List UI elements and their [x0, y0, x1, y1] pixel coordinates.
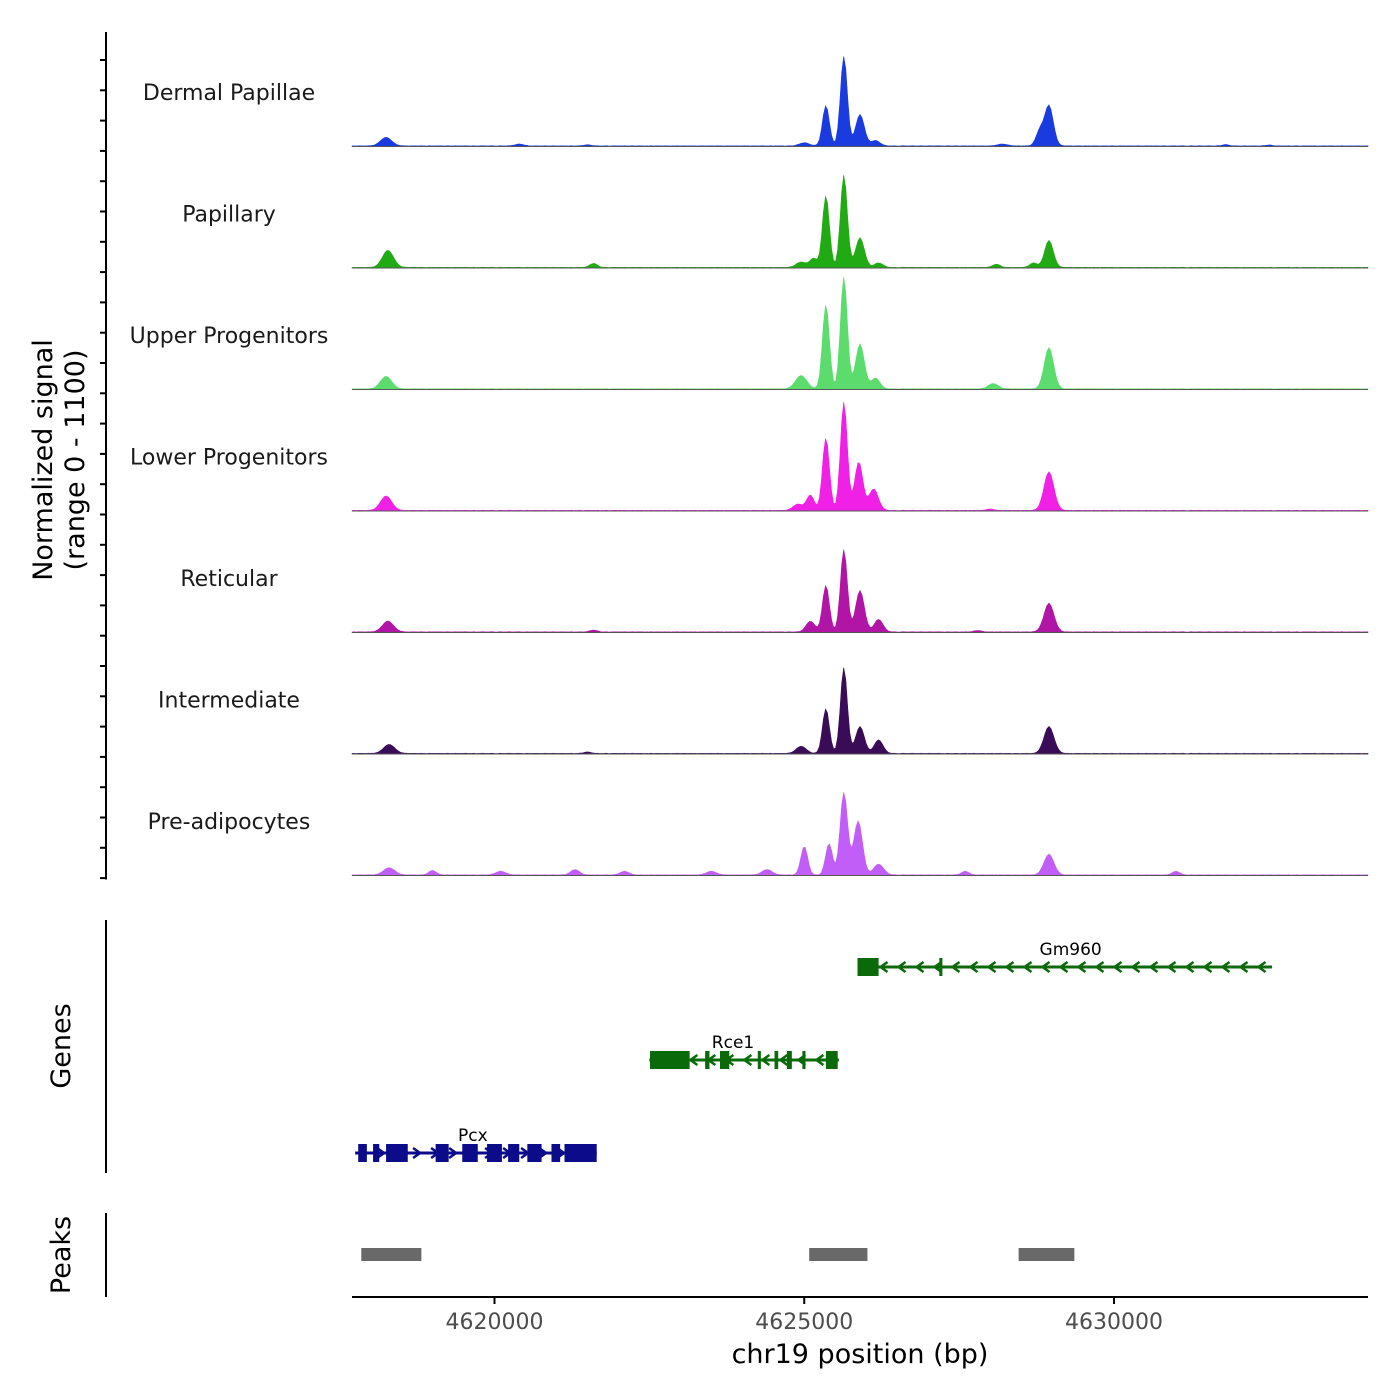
coverage-area	[351, 667, 1369, 755]
gene-exon	[825, 1051, 838, 1069]
strand-arrow-icon	[1184, 960, 1195, 974]
strand-arrow-icon	[1076, 960, 1087, 974]
peak-region	[809, 1248, 868, 1261]
track-label: Reticular	[180, 567, 278, 592]
x-tick-label: 4620000	[445, 1310, 543, 1335]
coverage-area	[351, 549, 1369, 633]
strand-arrow-icon	[1022, 960, 1033, 974]
genes-y-axis-label: Genes	[46, 1003, 77, 1088]
coverage-track: Lower Progenitors	[130, 402, 1369, 512]
strand-arrow-icon	[376, 1146, 387, 1160]
coverage-area	[351, 792, 1369, 876]
strand-arrow-icon	[1130, 960, 1141, 974]
coverage-tracks: Dermal Papillae Papillary Upper Progenitor…	[130, 56, 1369, 876]
coverage-area	[351, 402, 1369, 512]
x-axis-label: chr19 position (bp)	[732, 1339, 989, 1370]
strand-arrow-icon	[742, 1053, 753, 1067]
strand-arrow-icon	[1040, 960, 1051, 974]
gene-exon	[373, 1144, 380, 1162]
peaks-y-axis-label: Peaks	[46, 1216, 77, 1294]
gene-exon	[564, 1144, 597, 1162]
track-label: Dermal Papillae	[143, 81, 315, 106]
strand-arrow-icon	[412, 1146, 423, 1160]
strand-arrow-icon	[760, 1053, 771, 1067]
coverage-track: Pre-adipocytes	[148, 792, 1369, 876]
gene-exon	[939, 958, 943, 976]
strand-arrow-icon	[1094, 960, 1105, 974]
gene-exon	[802, 1051, 806, 1069]
gene-model: Rce1	[649, 1033, 839, 1069]
gene-exon	[487, 1144, 502, 1162]
strand-arrow-icon	[448, 1146, 459, 1160]
gene-label: Gm960	[1040, 940, 1102, 960]
strand-arrow-icon	[1166, 960, 1177, 974]
peak-region	[1018, 1248, 1075, 1261]
track-label: Papillary	[182, 203, 276, 228]
strand-arrow-icon	[968, 960, 979, 974]
strand-arrow-icon	[1256, 960, 1267, 974]
coverage-track: Upper Progenitors	[130, 276, 1369, 390]
strand-arrow-icon	[1238, 960, 1249, 974]
gene-label: Rce1	[712, 1033, 754, 1053]
gene-exon	[358, 1144, 367, 1162]
gene-exon	[386, 1144, 408, 1162]
gene-exon	[774, 1051, 779, 1069]
strand-arrow-icon	[814, 1053, 825, 1067]
gene-exon	[857, 958, 879, 976]
strand-arrow-icon	[950, 960, 961, 974]
strand-arrow-icon	[1058, 960, 1069, 974]
track-label: Upper Progenitors	[130, 324, 329, 349]
strand-arrow-icon	[1148, 960, 1159, 974]
gene-exon	[508, 1144, 520, 1162]
track-label: Intermediate	[158, 689, 300, 714]
coverage-area	[351, 56, 1369, 147]
coverage-track: Intermediate	[158, 667, 1369, 755]
coverage-y-axis-label-line1: Normalized signal	[28, 339, 59, 581]
x-axis: 4620000 4625000 4630000	[352, 1296, 1368, 1335]
gene-exon	[435, 1144, 449, 1162]
gene-label: Pcx	[458, 1126, 488, 1146]
gene-exon	[462, 1144, 478, 1162]
strand-arrow-icon	[1112, 960, 1123, 974]
strand-arrow-icon	[896, 960, 907, 974]
strand-arrow-icon	[914, 960, 925, 974]
coverage-track: Papillary	[182, 175, 1369, 269]
coverage-area	[351, 276, 1369, 390]
coverage-track: Reticular	[180, 549, 1369, 633]
gene-exon	[649, 1051, 690, 1069]
x-tick-label: 4630000	[1065, 1310, 1163, 1335]
track-label: Lower Progenitors	[130, 446, 328, 471]
track-label: Pre-adipocytes	[148, 810, 311, 835]
gene-exon	[757, 1051, 761, 1069]
gene-model: Pcx	[355, 1126, 597, 1162]
peaks-track	[361, 1248, 1075, 1261]
coverage-y-axis-label-line2: (range 0 - 1100)	[60, 350, 91, 571]
gene-exon	[719, 1051, 730, 1069]
strand-arrow-icon	[688, 1053, 699, 1067]
strand-arrow-icon	[878, 960, 889, 974]
strand-arrow-icon	[778, 1053, 789, 1067]
coverage-track: Dermal Papillae	[143, 56, 1369, 147]
gene-model: Gm960	[857, 940, 1272, 976]
coverage-axis	[100, 32, 107, 880]
strand-arrow-icon	[1220, 960, 1231, 974]
peak-region	[361, 1248, 422, 1261]
gene-exon	[527, 1144, 542, 1162]
strand-arrow-icon	[1004, 960, 1015, 974]
x-tick-label: 4625000	[755, 1310, 853, 1335]
strand-arrow-icon	[1202, 960, 1213, 974]
gene-exon	[551, 1144, 561, 1162]
coverage-area	[351, 175, 1369, 269]
strand-arrow-icon	[932, 960, 943, 974]
strand-arrow-icon	[986, 960, 997, 974]
gene-exon	[705, 1051, 710, 1069]
genes-track: Pcx Rce1 Gm960	[355, 940, 1272, 1162]
gene-exon	[786, 1051, 792, 1069]
